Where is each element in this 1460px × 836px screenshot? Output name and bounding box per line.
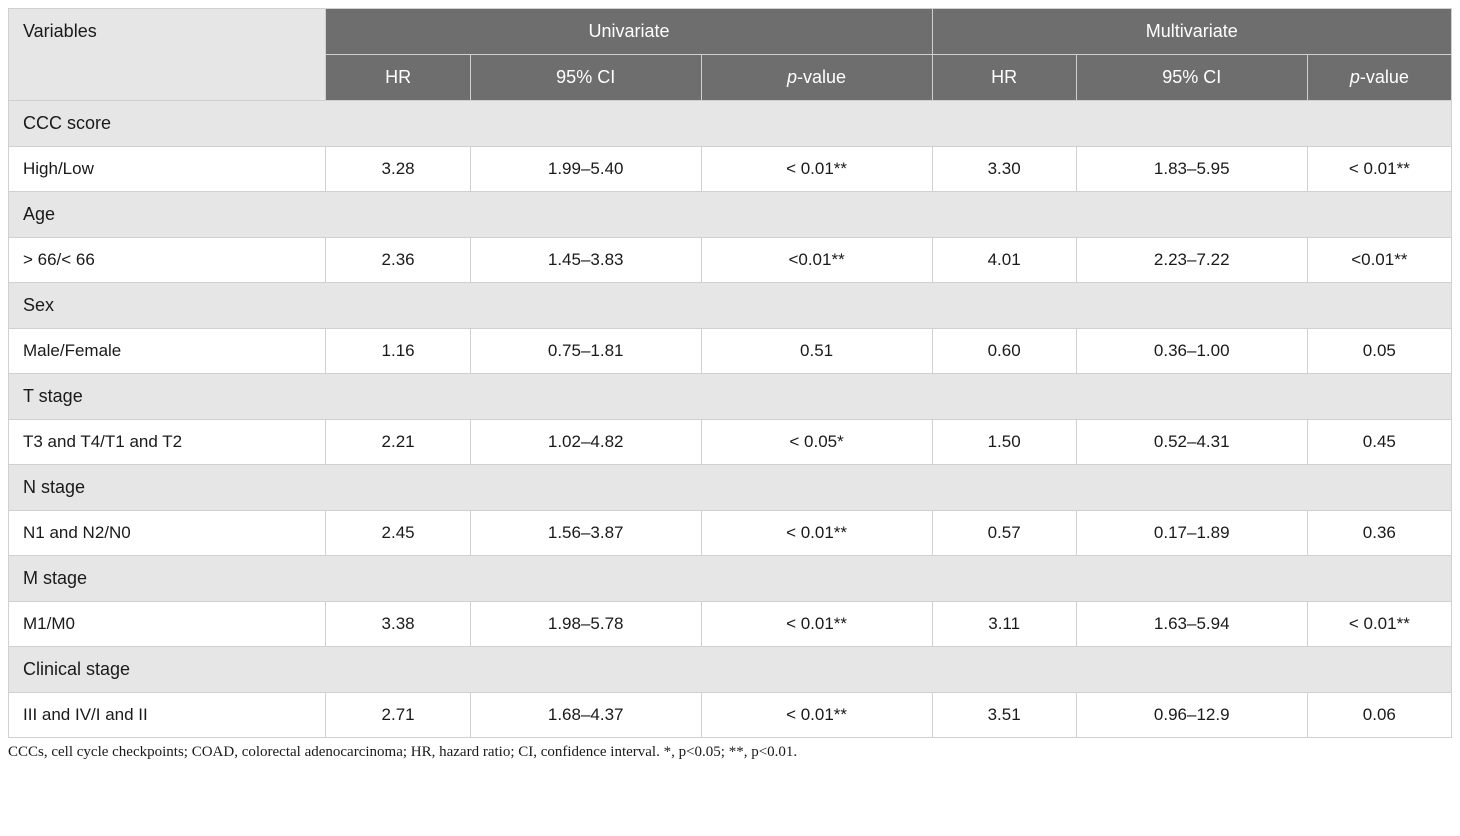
table-row: Male/Female1.160.75–1.810.510.600.36–1.0… [9,329,1452,374]
section-row: N stage [9,465,1452,511]
table-row: N1 and N2/N02.451.56–3.87< 0.01**0.570.1… [9,511,1452,556]
header-univariate: Univariate [326,9,932,55]
cell-uni-pvalue: 0.51 [701,329,932,374]
cell-uni-ci: 1.02–4.82 [470,420,701,465]
cell-mul-pvalue: <0.01** [1307,238,1451,283]
section-row: T stage [9,374,1452,420]
cell-uni-pvalue: < 0.01** [701,602,932,647]
cell-mul-pvalue: 0.45 [1307,420,1451,465]
cell-uni-hr: 2.45 [326,511,470,556]
section-row: Sex [9,283,1452,329]
cell-uni-hr: 3.38 [326,602,470,647]
cell-uni-pvalue: <0.01** [701,238,932,283]
pvalue-p-italic: p [787,67,797,87]
cell-uni-hr: 2.36 [326,238,470,283]
cell-uni-pvalue: < 0.01** [701,511,932,556]
cell-mul-hr: 1.50 [932,420,1076,465]
pvalue-rest: -value [797,67,846,87]
section-label: Clinical stage [9,647,1452,693]
header-multivariate: Multivariate [932,9,1452,55]
section-row: Clinical stage [9,647,1452,693]
cell-uni-ci: 1.45–3.83 [470,238,701,283]
cell-variable: T3 and T4/T1 and T2 [9,420,326,465]
cell-uni-hr: 3.28 [326,147,470,192]
cell-uni-hr: 1.16 [326,329,470,374]
section-label: T stage [9,374,1452,420]
cell-uni-ci: 0.75–1.81 [470,329,701,374]
header-uni-hr: HR [326,55,470,101]
pvalue-p-italic: p [1350,67,1360,87]
cell-uni-pvalue: < 0.05* [701,420,932,465]
cell-variable: Male/Female [9,329,326,374]
cell-uni-ci: 1.56–3.87 [470,511,701,556]
cell-mul-ci: 1.63–5.94 [1076,602,1307,647]
header-uni-ci: 95% CI [470,55,701,101]
cell-uni-ci: 1.68–4.37 [470,693,701,738]
cell-mul-hr: 3.30 [932,147,1076,192]
cell-mul-ci: 0.36–1.00 [1076,329,1307,374]
cell-mul-hr: 0.60 [932,329,1076,374]
table-row: T3 and T4/T1 and T22.211.02–4.82< 0.05*1… [9,420,1452,465]
section-label: N stage [9,465,1452,511]
cell-mul-pvalue: < 0.01** [1307,147,1451,192]
header-mul-ci: 95% CI [1076,55,1307,101]
section-row: M stage [9,556,1452,602]
cell-variable: M1/M0 [9,602,326,647]
cell-mul-pvalue: 0.05 [1307,329,1451,374]
table-row: M1/M03.381.98–5.78< 0.01**3.111.63–5.94<… [9,602,1452,647]
cell-mul-hr: 4.01 [932,238,1076,283]
header-row-1: Variables Univariate Multivariate [9,9,1452,55]
section-row: CCC score [9,101,1452,147]
table-row: > 66/< 662.361.45–3.83<0.01**4.012.23–7.… [9,238,1452,283]
section-label: Sex [9,283,1452,329]
table-footnote: CCCs, cell cycle checkpoints; COAD, colo… [8,744,1452,761]
cell-variable: III and IV/I and II [9,693,326,738]
table-header: Variables Univariate Multivariate HR 95%… [9,9,1452,101]
cell-uni-pvalue: < 0.01** [701,147,932,192]
cell-mul-pvalue: 0.06 [1307,693,1451,738]
cell-mul-pvalue: < 0.01** [1307,602,1451,647]
table-body: CCC scoreHigh/Low3.281.99–5.40< 0.01**3.… [9,101,1452,738]
cell-uni-ci: 1.99–5.40 [470,147,701,192]
cell-variable: > 66/< 66 [9,238,326,283]
cell-mul-hr: 0.57 [932,511,1076,556]
cell-mul-ci: 2.23–7.22 [1076,238,1307,283]
cell-mul-ci: 0.96–12.9 [1076,693,1307,738]
header-uni-pvalue: p-value [701,55,932,101]
cell-variable: N1 and N2/N0 [9,511,326,556]
table-row: III and IV/I and II2.711.68–4.37< 0.01**… [9,693,1452,738]
table-row: High/Low3.281.99–5.40< 0.01**3.301.83–5.… [9,147,1452,192]
cell-uni-ci: 1.98–5.78 [470,602,701,647]
cell-mul-hr: 3.11 [932,602,1076,647]
cell-uni-hr: 2.21 [326,420,470,465]
cell-variable: High/Low [9,147,326,192]
header-variables: Variables [9,9,326,101]
cell-mul-ci: 0.52–4.31 [1076,420,1307,465]
cell-mul-pvalue: 0.36 [1307,511,1451,556]
cell-mul-hr: 3.51 [932,693,1076,738]
cell-uni-hr: 2.71 [326,693,470,738]
pvalue-rest: -value [1360,67,1409,87]
cell-uni-pvalue: < 0.01** [701,693,932,738]
section-row: Age [9,192,1452,238]
cell-mul-ci: 1.83–5.95 [1076,147,1307,192]
cox-regression-table: Variables Univariate Multivariate HR 95%… [8,8,1452,738]
section-label: CCC score [9,101,1452,147]
header-mul-hr: HR [932,55,1076,101]
header-mul-pvalue: p-value [1307,55,1451,101]
section-label: Age [9,192,1452,238]
section-label: M stage [9,556,1452,602]
cell-mul-ci: 0.17–1.89 [1076,511,1307,556]
